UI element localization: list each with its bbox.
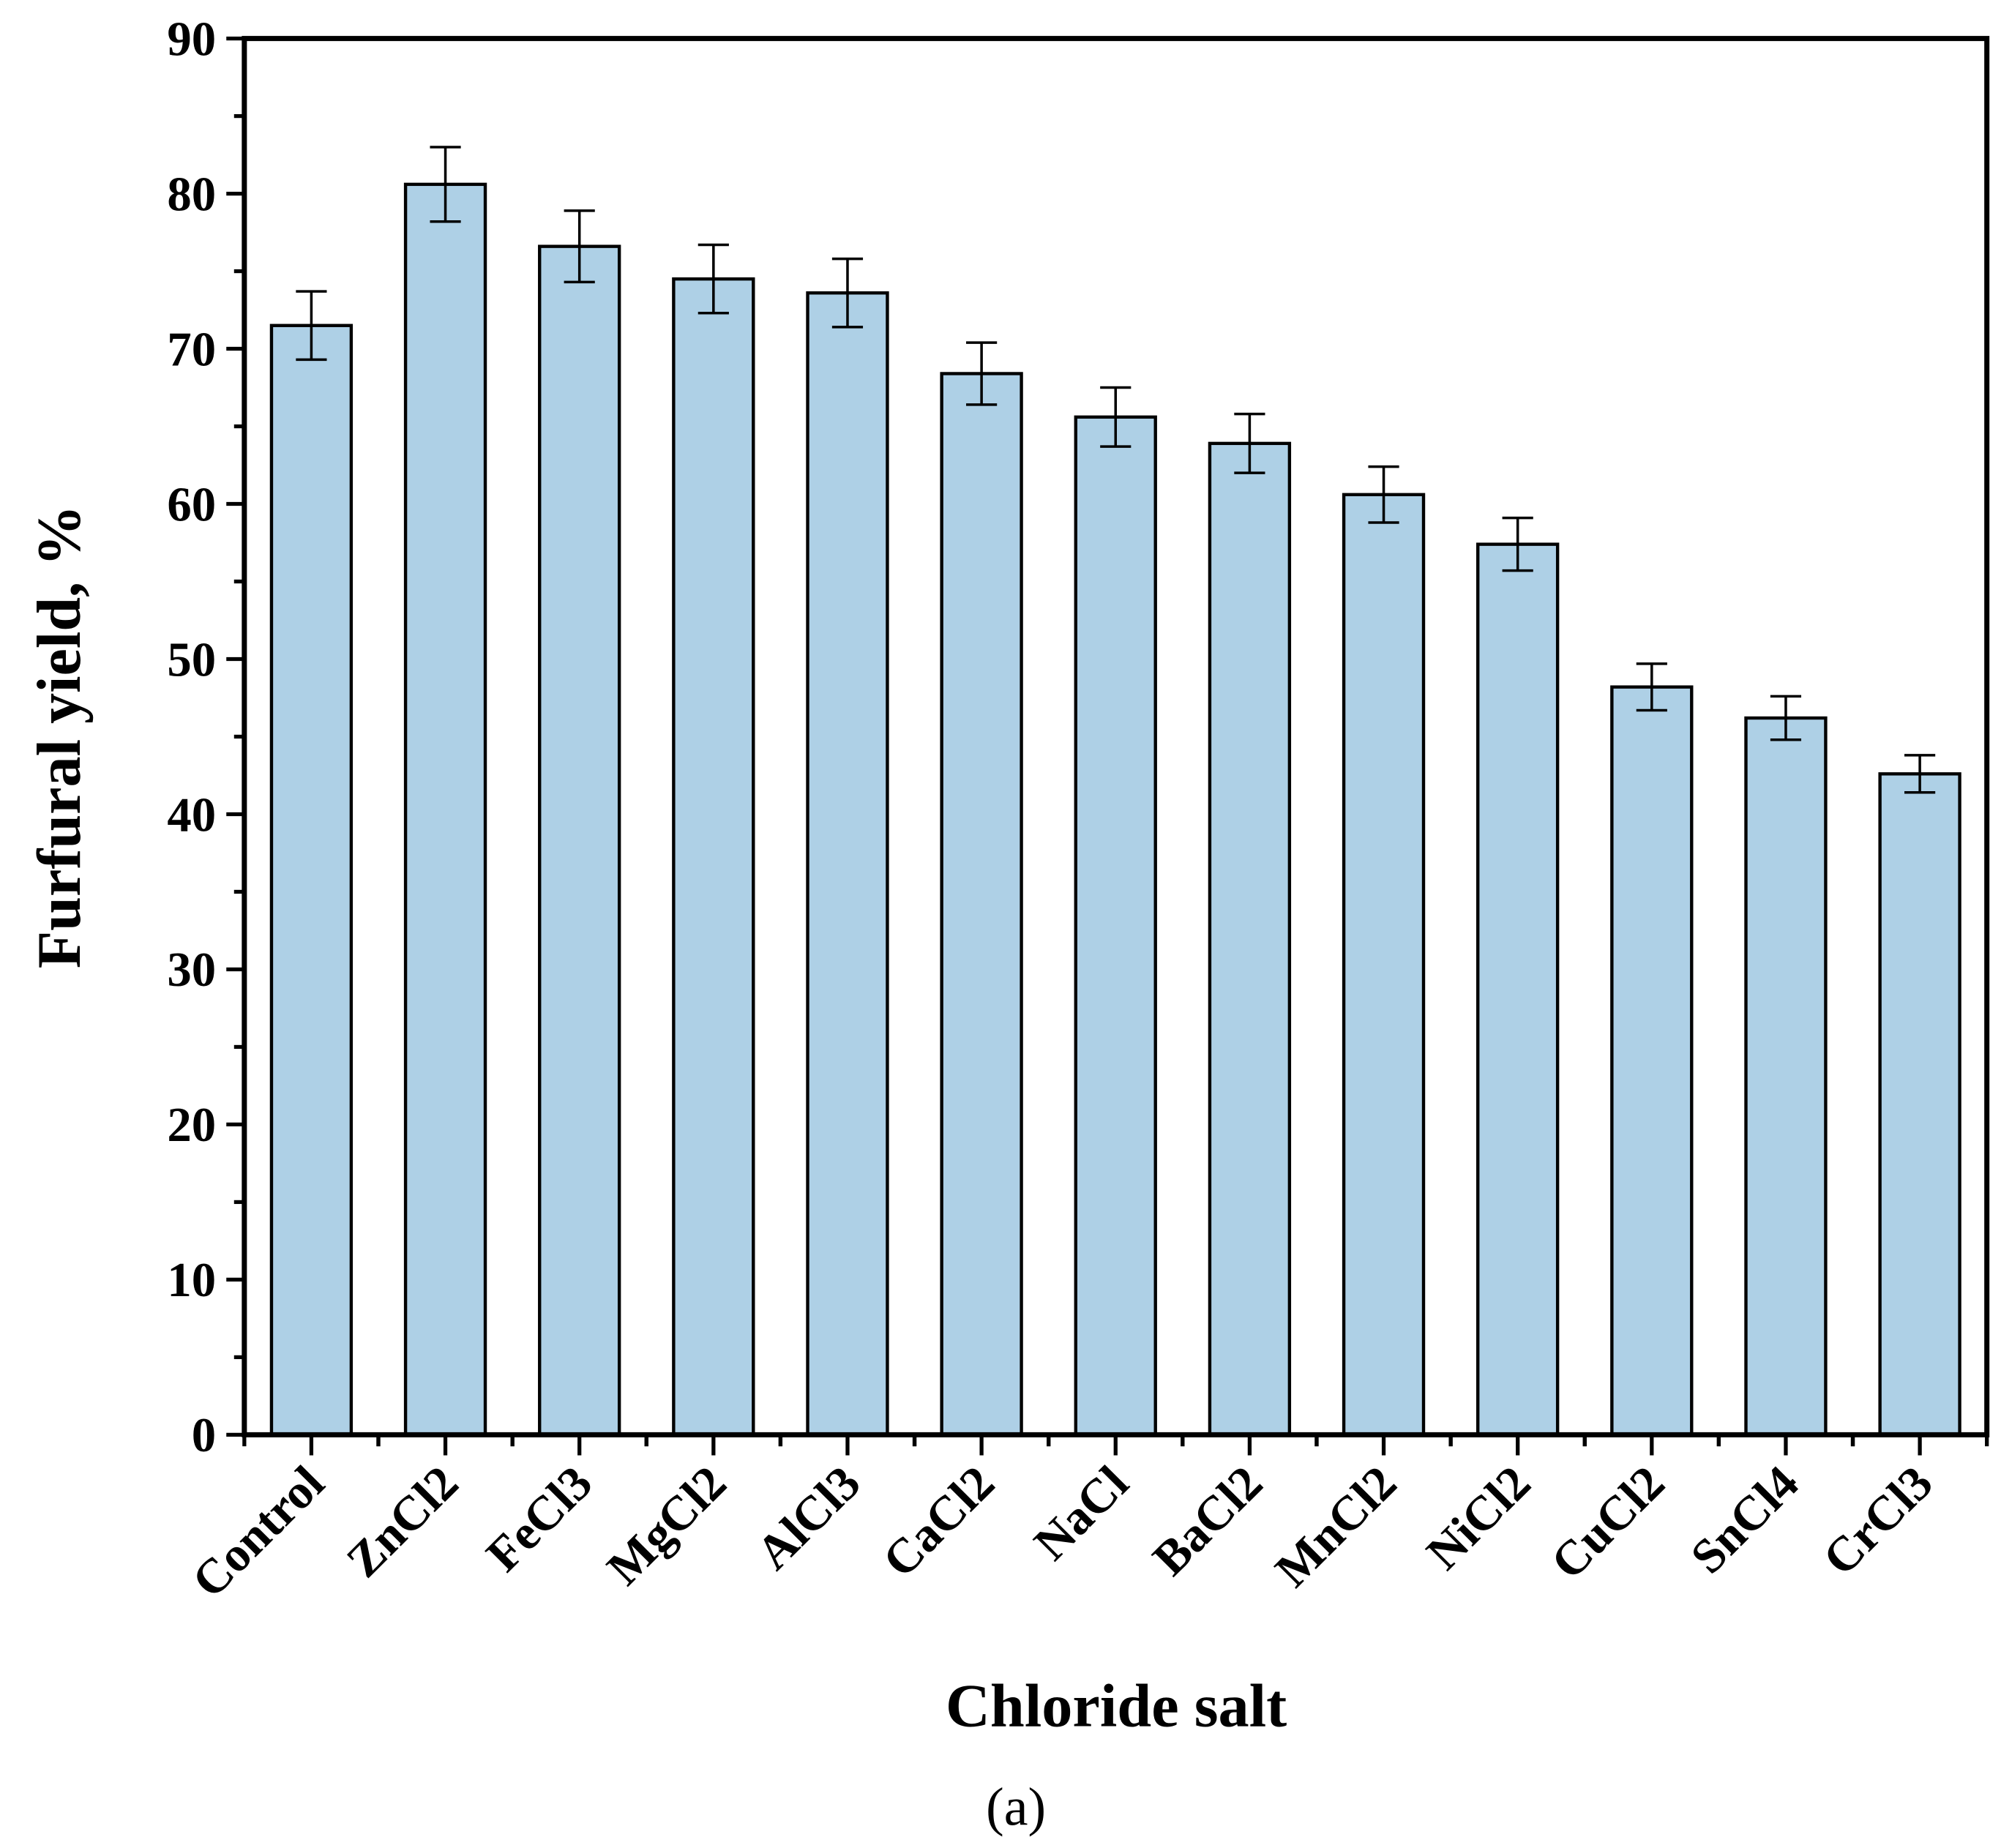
x-tick [1047,1434,1185,1456]
x-tick-label: AlCl3 [747,1456,871,1580]
y-axis-title: Furfural yield, % [26,505,94,969]
bar [1878,772,1961,1437]
error-bar [564,209,595,284]
error-bar [1234,412,1265,474]
bar [403,182,487,1437]
error-bar [1636,662,1667,712]
error-bar [1770,695,1802,741]
error-bar [966,341,998,406]
x-tick-label: CuCl2 [1541,1456,1675,1590]
x-tick-label: Control [182,1456,334,1609]
y-tick-label: 50 [167,633,216,687]
y-tick-label: 40 [167,788,216,842]
y-tick-label: 90 [167,12,216,66]
error-bar [697,243,729,315]
x-tick [1850,1434,1989,1456]
y-tick-label: 20 [167,1099,216,1152]
y-tick-label: 60 [167,478,216,531]
x-tick [1448,1434,1587,1456]
x-tick-label: CaCl2 [873,1456,1005,1588]
y-tick-label: 80 [167,168,216,221]
x-tick-label: MnCl2 [1265,1456,1407,1598]
error-bar [1904,754,1936,794]
x-tick-label: SnCl4 [1681,1456,1809,1585]
x-tick-label: FeCl3 [476,1456,602,1582]
x-tick-label: MgCl2 [597,1456,737,1596]
x-tick [1716,1434,1855,1456]
y-tick-label: 0 [192,1409,216,1462]
caption: (a) [986,1777,1046,1837]
x-tick [1181,1434,1319,1456]
x-tick-label: NaCl [1024,1456,1139,1571]
bar [1476,542,1560,1437]
x-tick [778,1434,917,1456]
x-axis-title: Chloride salt [946,1672,1287,1740]
y-tick-label: 70 [167,323,216,376]
error-bar [1502,516,1533,572]
x-tick [912,1434,1051,1456]
x-tick [242,1434,381,1456]
bar [1342,493,1426,1437]
bar [269,323,354,1437]
bar [1074,415,1157,1437]
y-tick-label: 10 [167,1254,216,1307]
x-tick [644,1434,783,1456]
error-bar [430,146,461,223]
bar [940,372,1023,1437]
error-bar [1100,386,1132,448]
error-bar [1368,465,1399,524]
bar [1208,441,1292,1437]
bar [672,277,755,1437]
x-tick [1314,1434,1453,1456]
x-tick-label: ZnCl2 [337,1456,468,1588]
bar [538,244,621,1437]
bar [1744,716,1828,1437]
x-tick-label: NiCl2 [1417,1456,1541,1580]
y-tick-label: 30 [167,943,216,997]
x-tick-label: CrCl3 [1813,1456,1943,1586]
error-bar [831,257,864,329]
plot-frame [242,36,1990,1437]
error-bar [296,290,327,362]
bar [1610,685,1694,1437]
bar [806,291,889,1437]
x-tick [510,1434,648,1456]
x-tick-label: BaCl2 [1143,1456,1273,1586]
x-tick [376,1434,515,1456]
x-tick [1582,1434,1721,1456]
